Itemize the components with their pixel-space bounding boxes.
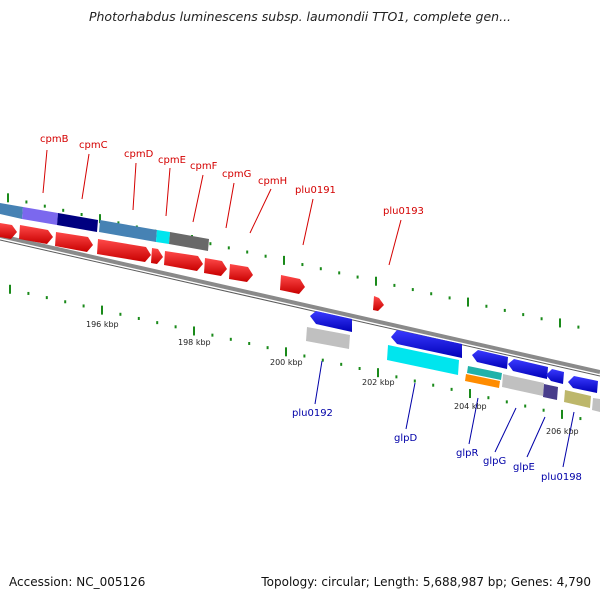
gene-feature[interactable] xyxy=(543,384,558,400)
gene-arrow[interactable] xyxy=(508,359,548,379)
gene-feature[interactable] xyxy=(564,390,591,408)
gene-arrow[interactable] xyxy=(310,311,352,332)
feature-block-top xyxy=(0,203,209,251)
gene-arrow[interactable] xyxy=(204,258,227,276)
gene-feature[interactable] xyxy=(306,327,350,349)
gene-label[interactable]: cpmD xyxy=(124,149,154,160)
gene-label[interactable]: glpE xyxy=(513,462,535,473)
accession-text: Accession: NC_005126 xyxy=(9,575,146,589)
kbp-label: 198 kbp xyxy=(178,338,211,347)
gene-label[interactable]: glpD xyxy=(394,433,417,444)
top-labels: cpmB cpmC cpmD cpmE cpmF cpmG cpmH plu01… xyxy=(40,134,424,217)
gene-arrow[interactable] xyxy=(19,225,53,244)
gene-feature[interactable] xyxy=(169,232,209,251)
gene-arrow[interactable] xyxy=(229,264,253,282)
gene-feature[interactable] xyxy=(57,213,98,232)
gene-label[interactable]: cpmH xyxy=(258,176,287,187)
gene-label[interactable]: cpmG xyxy=(222,169,251,180)
backbone-line xyxy=(0,239,600,377)
kbp-label: 202 kbp xyxy=(362,378,395,387)
gene-arrow[interactable] xyxy=(391,330,462,358)
gene-arrow[interactable] xyxy=(97,239,151,262)
kbp-label: 200 kbp xyxy=(270,358,303,367)
backbone-line xyxy=(0,234,600,374)
reverse-genes xyxy=(306,311,600,412)
kbp-scale-labels: 196 kbp 198 kbp 200 kbp 202 kbp 204 kbp … xyxy=(86,320,579,436)
top-leader-lines xyxy=(42,149,402,266)
gene-arrow[interactable] xyxy=(546,369,564,384)
gene-feature[interactable] xyxy=(465,374,500,388)
gene-label[interactable]: cpmB xyxy=(40,134,69,145)
gene-arrow[interactable] xyxy=(55,232,93,252)
tick-row-lower xyxy=(9,284,582,421)
genome-title: Photorhabdus luminescens subsp. laumondi… xyxy=(88,9,512,24)
gene-feature[interactable] xyxy=(156,230,170,244)
gene-arrow[interactable] xyxy=(568,376,598,393)
gene-label[interactable]: plu0198 xyxy=(541,472,582,483)
gene-feature[interactable] xyxy=(502,374,544,396)
gene-label[interactable]: plu0191 xyxy=(295,185,336,196)
forward-genes xyxy=(0,223,384,311)
gene-label[interactable]: plu0193 xyxy=(383,206,424,217)
gene-arrow[interactable] xyxy=(164,251,203,271)
gene-label[interactable]: cpmC xyxy=(79,140,108,151)
gene-feature[interactable] xyxy=(99,220,157,242)
gene-arrow[interactable] xyxy=(151,248,163,264)
topology-text: Topology: circular; Length: 5,688,987 bp… xyxy=(261,575,591,589)
kbp-label: 206 kbp xyxy=(546,427,579,436)
kbp-label: 196 kbp xyxy=(86,320,119,329)
kbp-label: 204 kbp xyxy=(454,402,487,411)
gene-label[interactable]: glpR xyxy=(456,448,478,459)
gene-arrow[interactable] xyxy=(472,350,508,369)
gene-label[interactable]: plu0192 xyxy=(292,408,333,419)
gene-arrow[interactable] xyxy=(373,296,384,311)
gene-label[interactable]: cpmF xyxy=(190,161,218,172)
gene-feature[interactable] xyxy=(387,345,459,375)
gene-label[interactable]: glpG xyxy=(483,456,506,467)
bottom-labels: plu0192 glpD glpR glpG glpE plu0198 xyxy=(292,408,582,483)
gene-label[interactable]: cpmE xyxy=(158,155,186,166)
gene-feature[interactable] xyxy=(22,207,58,225)
gene-arrow[interactable] xyxy=(0,223,17,239)
bottom-leader-lines xyxy=(314,360,575,468)
gene-arrow[interactable] xyxy=(280,275,305,294)
gene-feature[interactable] xyxy=(0,203,23,219)
gene-feature[interactable] xyxy=(592,398,600,412)
gene-feature[interactable] xyxy=(467,366,502,380)
